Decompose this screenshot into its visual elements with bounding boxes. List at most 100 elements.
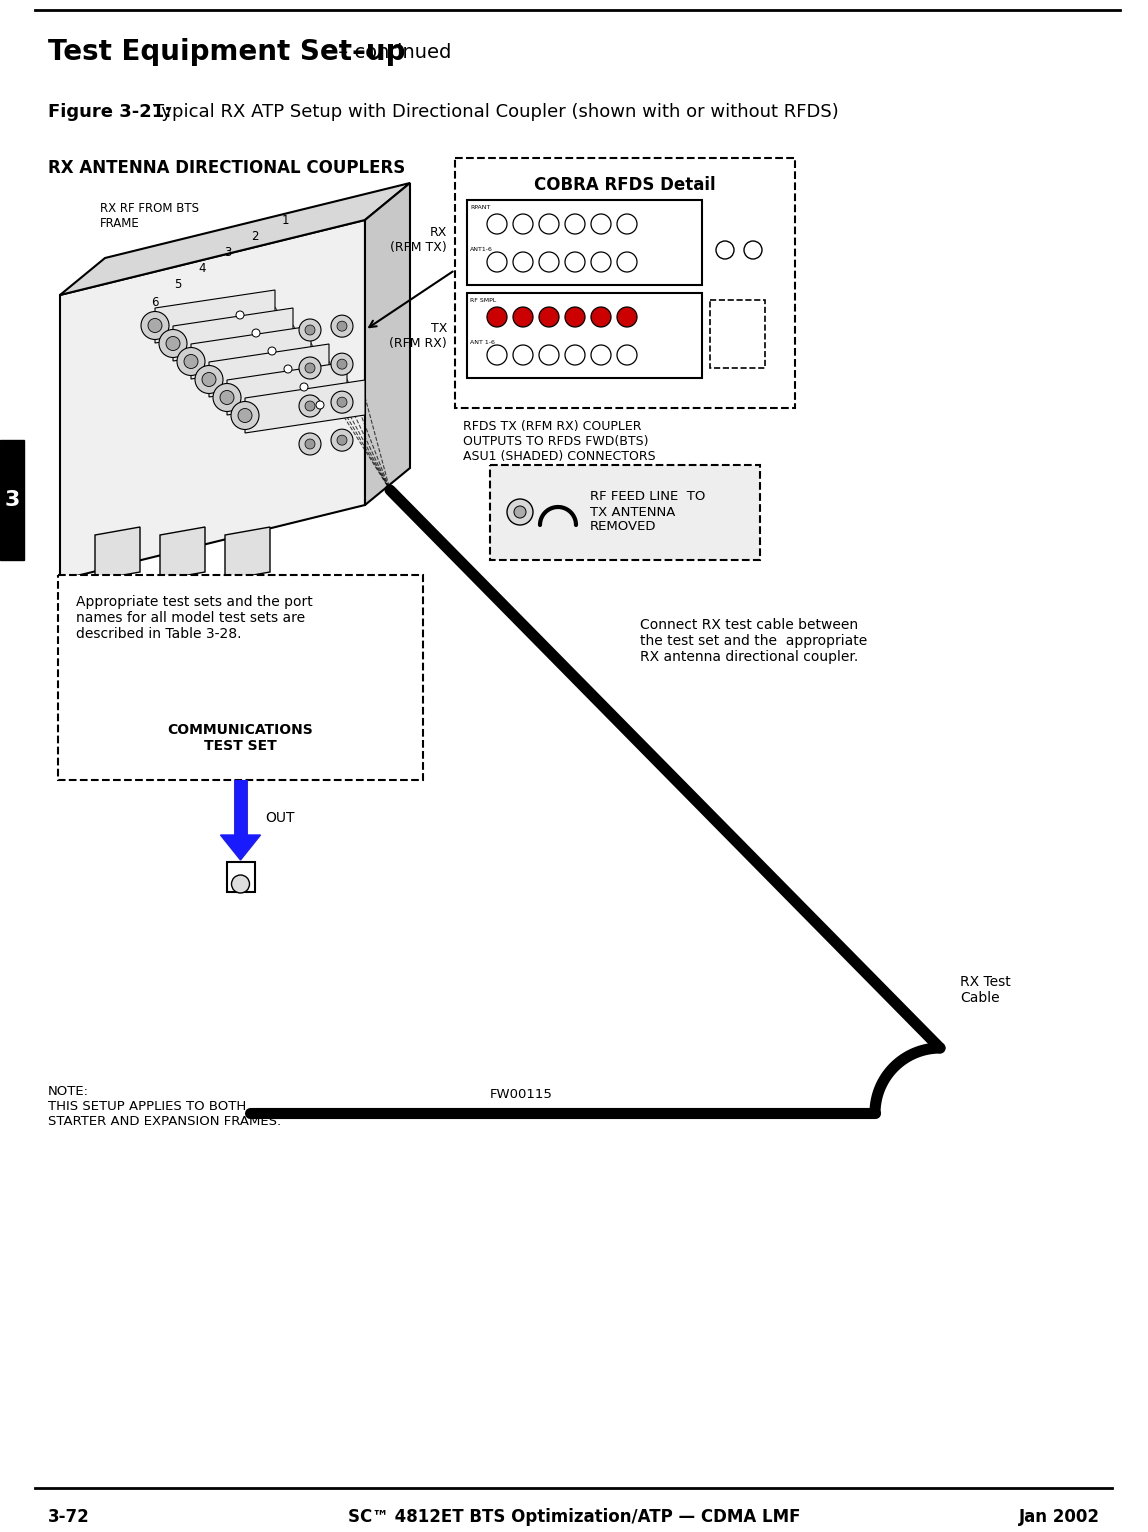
Text: ANT1-6: ANT1-6 xyxy=(470,247,492,251)
Circle shape xyxy=(565,214,585,234)
Circle shape xyxy=(616,345,637,365)
Circle shape xyxy=(331,391,352,414)
Circle shape xyxy=(487,306,507,326)
Circle shape xyxy=(202,372,216,386)
Polygon shape xyxy=(225,527,270,581)
FancyBboxPatch shape xyxy=(455,158,796,408)
Circle shape xyxy=(231,401,259,429)
Circle shape xyxy=(298,357,321,378)
Text: OUT: OUT xyxy=(265,810,295,826)
Text: RPANT: RPANT xyxy=(470,205,490,210)
Circle shape xyxy=(338,358,347,369)
Circle shape xyxy=(507,499,533,525)
Text: Appropriate test sets and the port
names for all model test sets are
described i: Appropriate test sets and the port names… xyxy=(76,594,312,642)
Polygon shape xyxy=(60,221,365,581)
Bar xyxy=(226,863,255,892)
Text: RX Test
Cable: RX Test Cable xyxy=(960,974,1010,1005)
Polygon shape xyxy=(220,835,261,859)
Text: RX
(RFM TX): RX (RFM TX) xyxy=(390,227,447,254)
Circle shape xyxy=(540,214,559,234)
Polygon shape xyxy=(173,308,293,362)
Circle shape xyxy=(513,345,533,365)
Polygon shape xyxy=(365,182,410,506)
Circle shape xyxy=(487,251,507,273)
Circle shape xyxy=(338,322,347,331)
Circle shape xyxy=(331,316,352,337)
Circle shape xyxy=(487,214,507,234)
Text: RFDS TX (RFM RX) COUPLER
OUTPUTS TO RFDS FWD(BTS)
ASU1 (SHADED) CONNECTORS: RFDS TX (RFM RX) COUPLER OUTPUTS TO RFDS… xyxy=(463,420,656,463)
Text: 6: 6 xyxy=(152,296,158,308)
Circle shape xyxy=(195,366,223,394)
Bar xyxy=(0,440,24,561)
Circle shape xyxy=(540,251,559,273)
Text: 5: 5 xyxy=(174,279,181,291)
Circle shape xyxy=(141,311,169,340)
FancyBboxPatch shape xyxy=(709,300,765,368)
Text: RF SMPL: RF SMPL xyxy=(470,299,496,303)
Circle shape xyxy=(177,348,205,375)
Circle shape xyxy=(238,409,253,423)
Text: 1: 1 xyxy=(281,213,289,227)
Text: 4: 4 xyxy=(199,262,205,276)
Circle shape xyxy=(744,241,762,259)
Circle shape xyxy=(305,440,315,449)
Text: TX
(RFM RX): TX (RFM RX) xyxy=(389,322,447,349)
Text: Connect RX test cable between
the test set and the  appropriate
RX antenna direc: Connect RX test cable between the test s… xyxy=(639,617,867,665)
Bar xyxy=(467,201,701,285)
Circle shape xyxy=(232,875,249,893)
Circle shape xyxy=(166,337,180,351)
Circle shape xyxy=(591,251,611,273)
Text: ANT 1-6: ANT 1-6 xyxy=(470,340,495,345)
Text: RF FEED LINE  TO
TX ANTENNA
REMOVED: RF FEED LINE TO TX ANTENNA REMOVED xyxy=(590,490,705,533)
Circle shape xyxy=(338,397,347,408)
Circle shape xyxy=(540,345,559,365)
Polygon shape xyxy=(160,527,205,581)
Text: Typical RX ATP Setup with Directional Coupler (shown with or without RFDS): Typical RX ATP Setup with Directional Co… xyxy=(153,103,839,121)
Circle shape xyxy=(298,434,321,455)
Circle shape xyxy=(487,345,507,365)
Circle shape xyxy=(298,395,321,417)
Text: COMMUNICATIONS
TEST SET: COMMUNICATIONS TEST SET xyxy=(168,723,313,754)
Text: FW00115: FW00115 xyxy=(490,1088,553,1102)
Text: NOTE:
THIS SETUP APPLIES TO BOTH
STARTER AND EXPANSION FRAMES.: NOTE: THIS SETUP APPLIES TO BOTH STARTER… xyxy=(48,1085,281,1128)
Text: Test Equipment Set–up: Test Equipment Set–up xyxy=(48,38,405,66)
Circle shape xyxy=(616,214,637,234)
Circle shape xyxy=(591,306,611,326)
Text: COBRA RFDS Detail: COBRA RFDS Detail xyxy=(534,176,716,195)
Polygon shape xyxy=(209,345,329,397)
Text: RX RF FROM BTS
FRAME: RX RF FROM BTS FRAME xyxy=(100,202,199,230)
Circle shape xyxy=(220,391,234,404)
Polygon shape xyxy=(95,527,140,581)
Text: 3: 3 xyxy=(224,247,232,259)
Circle shape xyxy=(514,506,526,518)
FancyBboxPatch shape xyxy=(490,466,760,561)
Bar xyxy=(467,293,701,378)
Polygon shape xyxy=(155,290,276,343)
Text: Jan 2002: Jan 2002 xyxy=(1019,1507,1100,1526)
Polygon shape xyxy=(245,380,365,434)
Circle shape xyxy=(214,383,241,412)
Text: 3: 3 xyxy=(5,490,20,510)
Circle shape xyxy=(316,401,324,409)
Circle shape xyxy=(148,319,162,332)
Circle shape xyxy=(616,306,637,326)
Circle shape xyxy=(284,365,292,372)
Text: Figure 3-21:: Figure 3-21: xyxy=(48,103,171,121)
Circle shape xyxy=(160,329,187,357)
Circle shape xyxy=(513,251,533,273)
Text: – continued: – continued xyxy=(332,43,451,61)
Circle shape xyxy=(305,325,315,336)
Circle shape xyxy=(540,306,559,326)
Circle shape xyxy=(338,435,347,446)
Circle shape xyxy=(716,241,734,259)
Text: SC™ 4812ET BTS Optimization/ATP — CDMA LMF: SC™ 4812ET BTS Optimization/ATP — CDMA L… xyxy=(348,1507,800,1526)
Circle shape xyxy=(331,429,352,450)
Circle shape xyxy=(236,311,245,319)
FancyBboxPatch shape xyxy=(59,574,422,780)
Polygon shape xyxy=(60,182,410,296)
Circle shape xyxy=(591,345,611,365)
Circle shape xyxy=(184,354,197,369)
Circle shape xyxy=(298,319,321,342)
Polygon shape xyxy=(191,326,311,378)
Text: 3-72: 3-72 xyxy=(48,1507,90,1526)
